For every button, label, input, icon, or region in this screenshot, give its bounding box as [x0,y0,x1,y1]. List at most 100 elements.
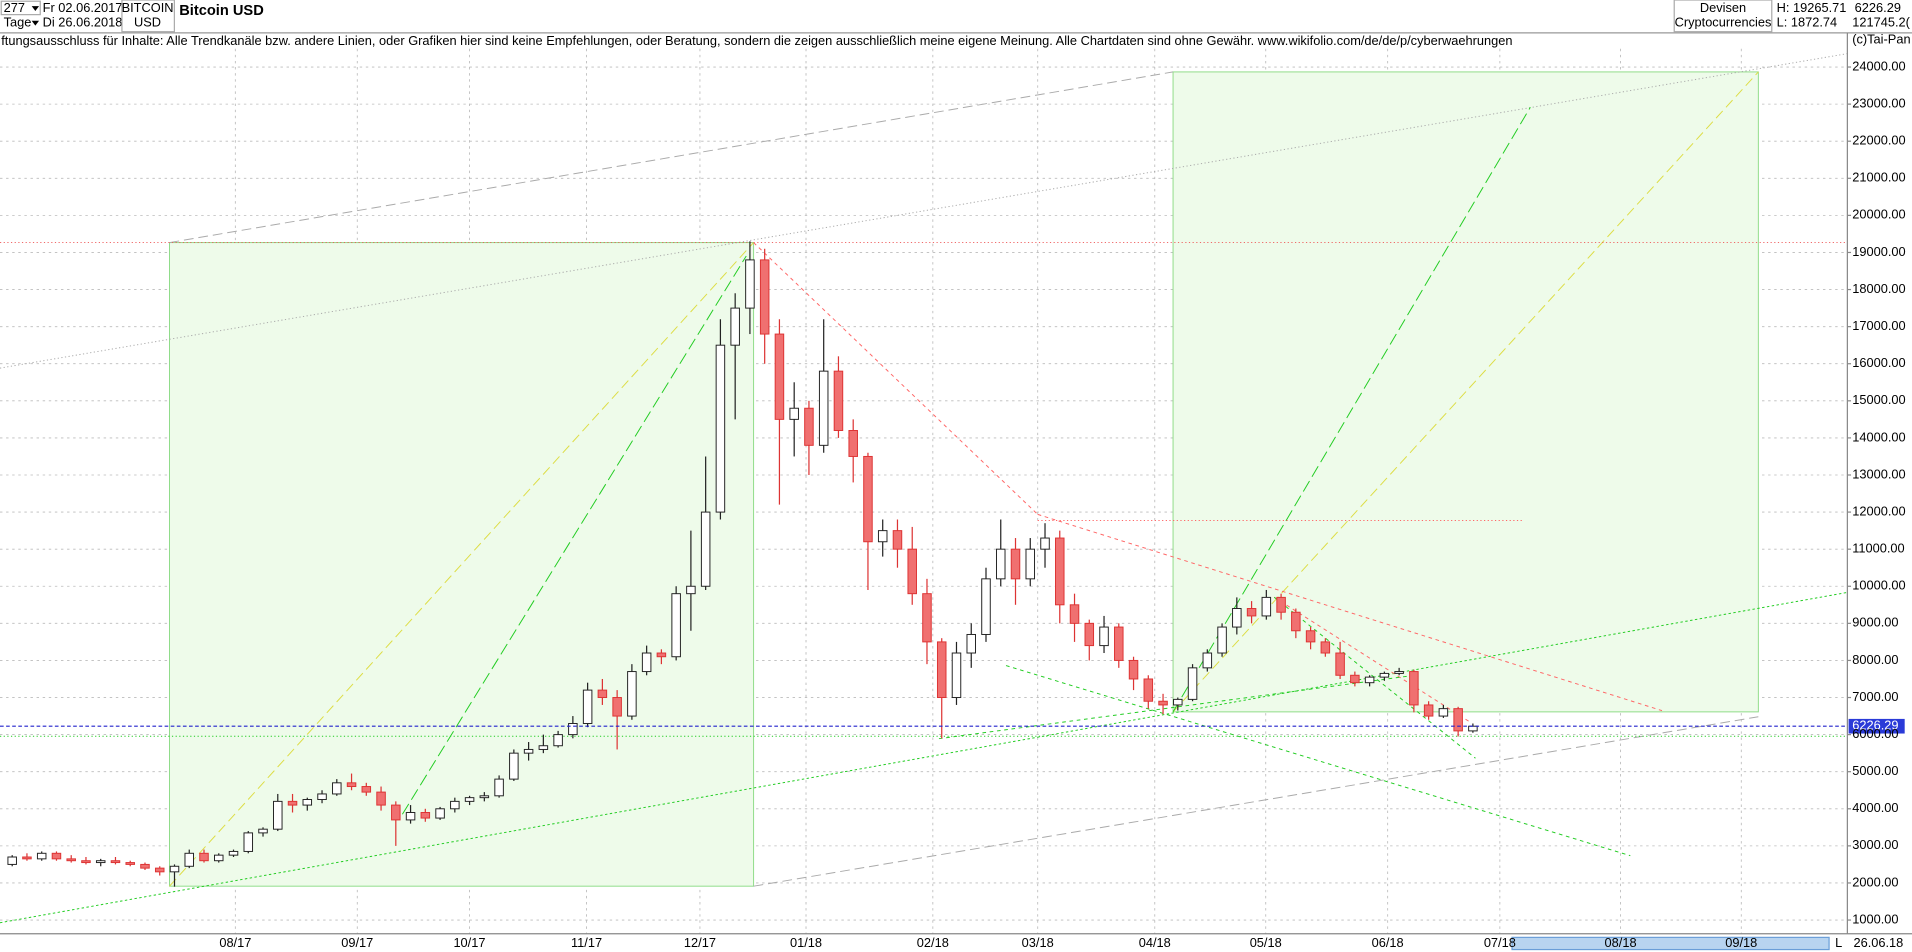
candle-body [936,641,947,699]
candle-body [494,778,504,797]
y-tick-label: 8000.00 [1852,652,1898,667]
candle-body [1158,700,1168,706]
y-tick-label: 21000.00 [1852,170,1905,185]
y-tick-label: 6000.00 [1852,726,1898,741]
candle-body [715,344,726,513]
volume: 121745.2( [1852,15,1910,30]
candle-body [641,652,652,673]
candle-body [51,852,62,860]
candle-body [1055,537,1065,606]
candle-body [1291,611,1301,632]
x-tick-label: 02/18 [917,935,949,950]
candle-body [1128,659,1139,680]
y-tick-label: 7000.00 [1852,689,1898,704]
candle-body [36,852,47,860]
trend-line [0,53,1848,369]
candle-body [376,791,386,806]
x-tick-label: 07/18 [1484,935,1516,950]
y-tick-label: 18000.00 [1852,281,1905,296]
symbol: BITCOIN [122,0,174,15]
candle-body [7,856,17,865]
scale-mode[interactable]: L [1835,935,1842,950]
trend-line [169,71,1174,244]
candle-body [833,370,844,431]
y-tick-label: 15000.00 [1852,392,1905,407]
y-tick-label: 14000.00 [1852,429,1905,444]
date-from: Fr 02.06.2017 [43,0,123,15]
count-select[interactable]: 277 [0,0,41,16]
candle-body [907,548,917,595]
candle-body [597,689,608,699]
x-tick-label: 11/17 [571,935,602,950]
candle-body [538,745,549,750]
overlays [0,53,1848,924]
candle-body [1438,708,1449,717]
candle-body [627,671,637,717]
candle-body [1394,671,1404,674]
candle-body [1320,641,1331,654]
y-tick-label: 10000.00 [1852,578,1905,593]
disclaimer: ftungsausschluss für Inhalte: Alle Trend… [1,33,1512,48]
date-to: Di 26.06.2018 [43,15,123,30]
candle-body [612,697,622,717]
candle-body [1409,671,1419,706]
candles [7,241,1478,887]
candle-body [1069,604,1080,624]
period[interactable]: Tage [4,15,32,30]
candle-body [1350,674,1360,684]
candle-body [774,333,785,420]
candle-body [1217,626,1227,654]
high: H: 19265.71 [1777,0,1847,15]
candle-body [759,259,770,335]
y-tick-label: 16000.00 [1852,355,1905,370]
dropdown-arrow[interactable] [31,20,40,26]
candle-body [1246,608,1257,617]
candle-body [568,722,578,736]
x-tick-label: 04/18 [1139,935,1171,950]
x-tick-label: 08/17 [219,935,251,950]
x-tick-label: 10/17 [453,935,485,950]
candle-body [243,832,254,852]
candle-body [273,800,283,830]
count[interactable]: 277 [4,0,25,15]
candle-body [420,812,431,819]
period-select[interactable]: Tage [4,15,40,30]
y-tick-label: 11000.00 [1852,541,1904,556]
candle-body [1364,676,1375,684]
candle-body [671,593,681,658]
currency: USD [134,15,161,30]
footer-bg [0,933,1912,952]
candle-body [981,578,991,635]
y-tick-label: 20000.00 [1852,207,1905,222]
x-tick-label: 05/18 [1250,935,1282,950]
symbol-box [121,0,175,33]
candle-body [877,530,888,543]
dropdown-arrow[interactable] [31,6,40,11]
price-tag-label: 6226.29 [1852,718,1898,733]
candle-body [228,850,239,856]
low: L: 1872.74 [1777,15,1838,30]
select-box[interactable] [0,0,41,16]
trend-line [0,591,1848,924]
x-tick-label: 09/17 [341,935,373,950]
candle-body [435,808,445,819]
candle-body [302,799,313,806]
candle-body [287,800,298,806]
x-tick-label: 08/18 [1605,935,1637,950]
trend-line [753,716,1759,887]
candle-body [1173,698,1183,706]
candle-body [863,455,873,543]
x-tick-label: 12/17 [684,935,716,950]
last-price: 6226.29 [0,718,1905,734]
candle-body [479,795,490,799]
candle-body [81,860,91,864]
candle-body [110,860,121,864]
candle-body [1040,537,1050,550]
header-bg [0,0,1912,33]
candle-body [154,867,165,873]
candle-body [1305,630,1316,643]
candle-body [1232,608,1242,628]
scrollbar[interactable] [1511,936,1830,951]
candle-body [95,860,106,864]
candle-body [656,652,667,658]
